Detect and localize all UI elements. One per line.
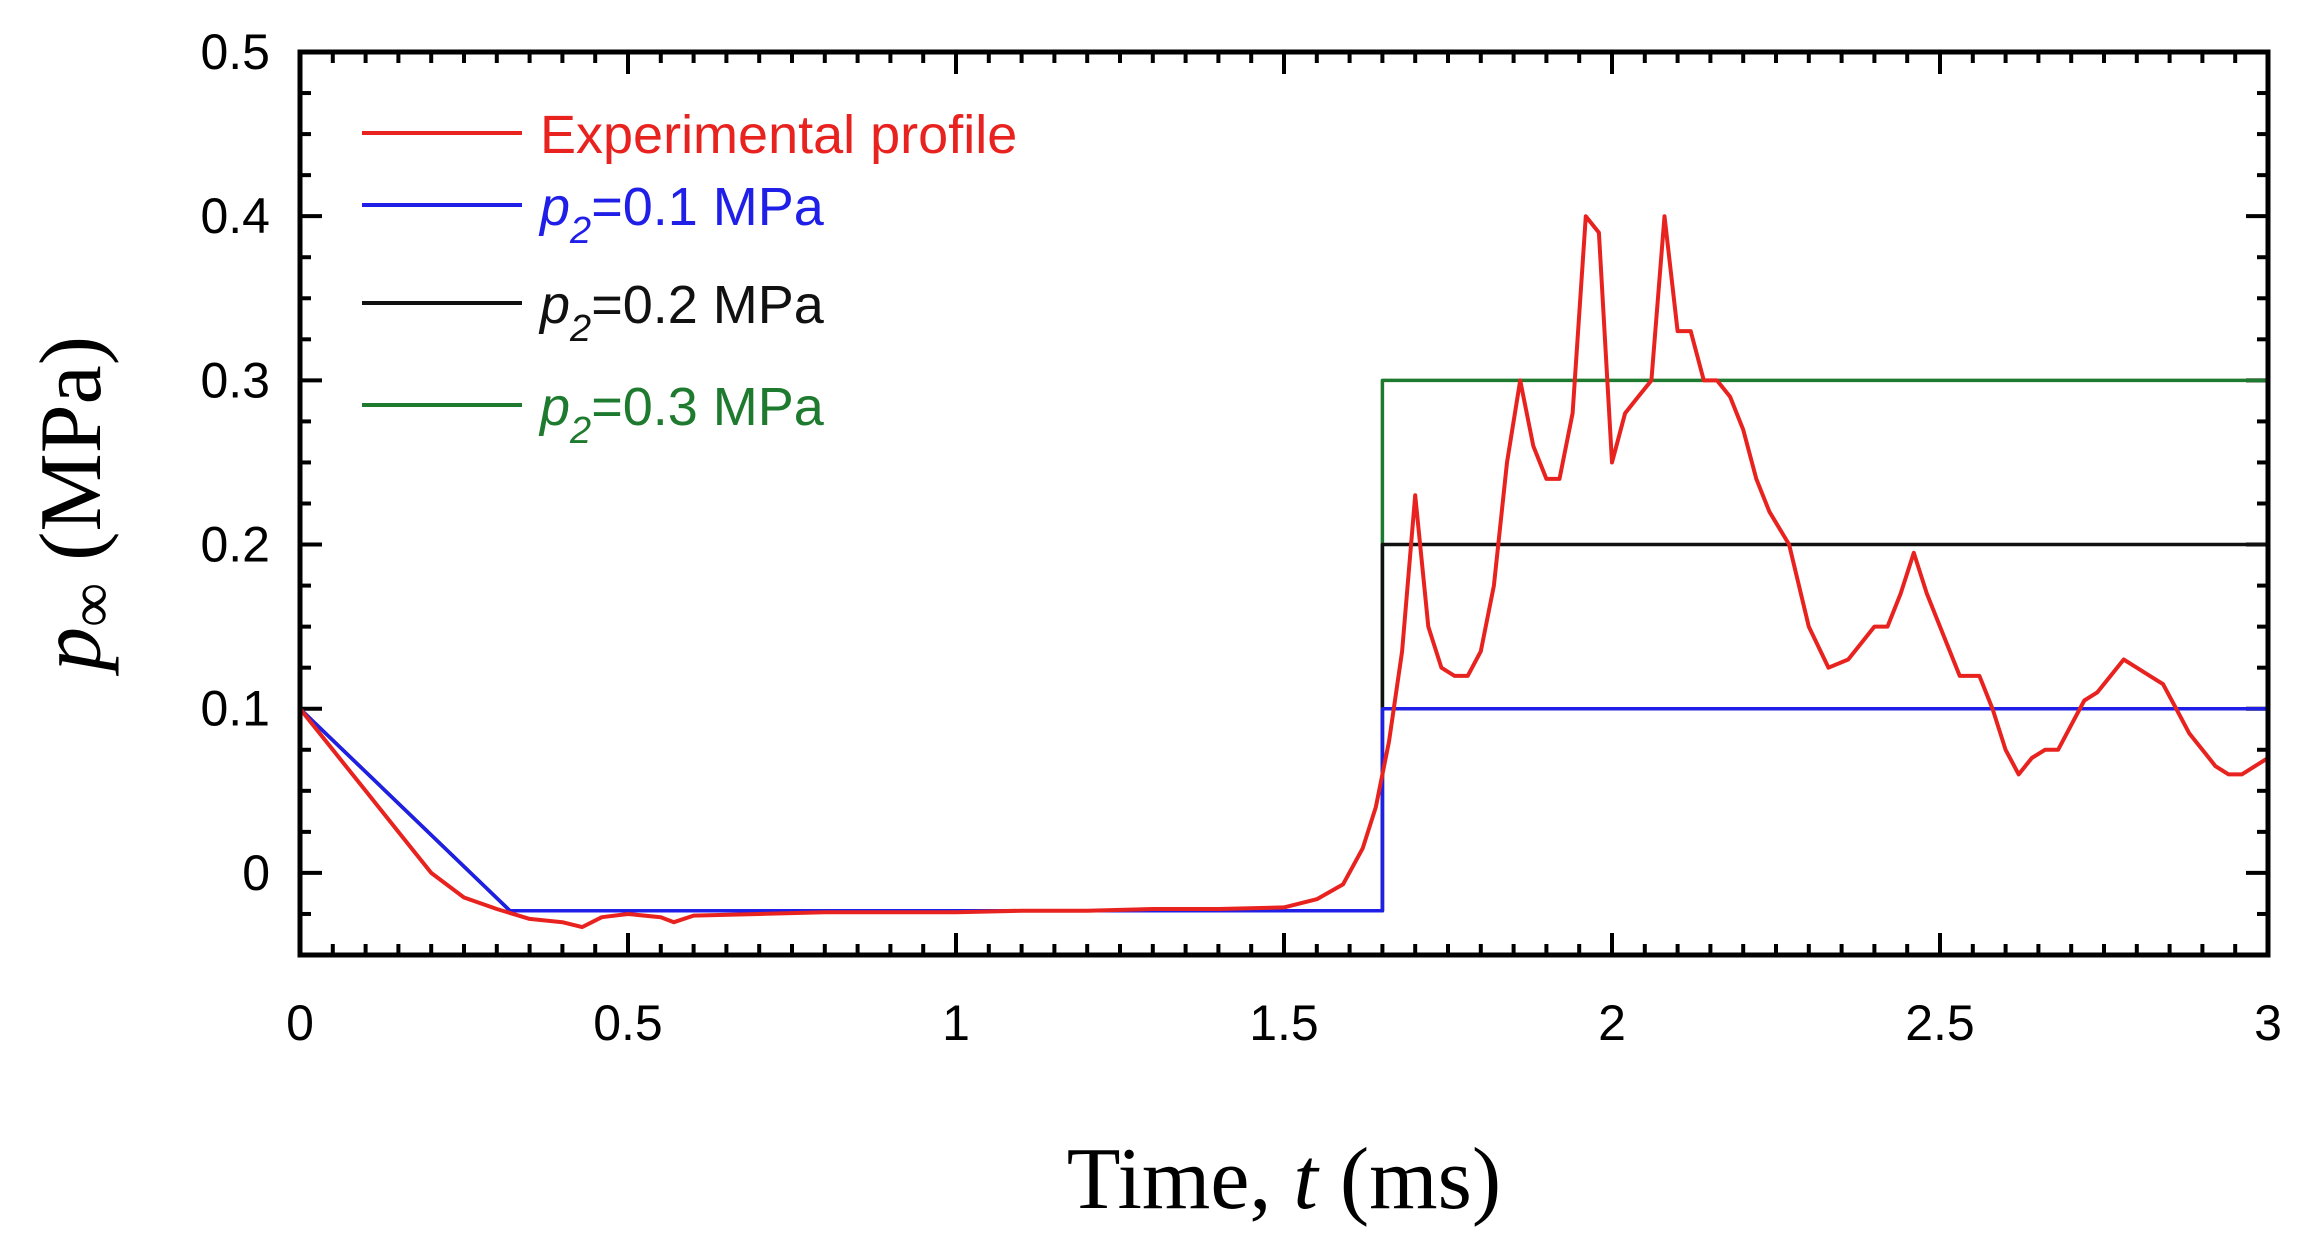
legend-label-text: =0.3 MPa: [591, 377, 825, 437]
y-tick-label: 0.4: [200, 188, 270, 244]
x-axis-title-var: t: [1293, 1131, 1320, 1228]
x-tick-label: 1: [942, 995, 970, 1051]
x-tick-label: 2.5: [1905, 995, 1975, 1051]
legend-label-sub: 2: [569, 410, 591, 452]
x-axis-title-suffix: (ms): [1318, 1131, 1501, 1228]
x-axis-title: Time, t (ms): [1067, 1131, 1501, 1228]
series-line-p2-0-1-mpa: [298, 706, 2268, 913]
x-tick-labels: 0 0.5 1 1.5 2 2.5 3: [286, 995, 2282, 1051]
x-tick-label: 0.5: [593, 995, 663, 1051]
legend-label-sub: 2: [569, 210, 591, 252]
x-tick-label: 0: [286, 995, 314, 1051]
legend-label-var: p: [538, 377, 570, 437]
series-line-p2-0-3-mpa: [298, 378, 2268, 913]
legend-label-text: =0.2 MPa: [591, 275, 825, 335]
legend-label: p2=0.3 MPa: [538, 377, 825, 452]
x-tick-label: 3: [2254, 995, 2282, 1051]
legend-label: p2=0.2 MPa: [538, 275, 825, 350]
legend-label-var: p: [538, 275, 570, 335]
legend-label: Experimental profile: [540, 105, 1017, 165]
legend-label-sub: 2: [569, 308, 591, 350]
y-tick-labels: 0 0.1 0.2 0.3 0.4 0.5: [200, 24, 270, 901]
legend-label-var: p: [538, 177, 570, 237]
y-tick-label: 0: [242, 845, 270, 901]
legend-label: p2=0.1 MPa: [538, 177, 825, 252]
y-tick-label: 0.1: [200, 681, 270, 737]
series-line-p2-0-2-mpa: [298, 542, 2268, 913]
x-tick-label: 2: [1598, 995, 1626, 1051]
y-tick-label: 0.3: [200, 352, 270, 408]
x-tick-label: 1.5: [1249, 995, 1319, 1051]
plot-frame: [297, 49, 2271, 958]
y-tick-label: 0.2: [200, 517, 270, 573]
series-layer: [298, 214, 2270, 930]
y-axis-title-suffix: (MPa): [23, 336, 120, 583]
y-axis-title: p∞ (MPa): [23, 336, 126, 677]
legend-label-text: =0.1 MPa: [591, 177, 825, 237]
y-axis-title-var: p: [23, 627, 120, 677]
series-line-experimental-profile: [298, 214, 2270, 930]
x-axis-title-prefix: Time,: [1067, 1131, 1294, 1228]
y-axis-title-sub: ∞: [58, 583, 126, 627]
y-tick-label: 0.5: [200, 24, 270, 80]
